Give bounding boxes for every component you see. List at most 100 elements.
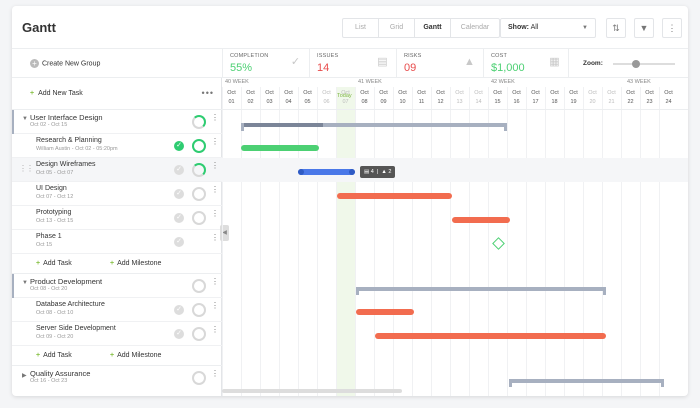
task-row-server[interactable]: Server Side Development Oct 09 - Oct 20 … (12, 322, 222, 346)
group-bar-qa[interactable] (509, 379, 664, 387)
day-number: 01 (228, 99, 235, 105)
resize-handle-right[interactable] (349, 169, 355, 175)
day-column-header: Oct 09 (374, 87, 393, 110)
progress-ring (192, 327, 206, 341)
group-bar-product-dev[interactable] (356, 287, 606, 295)
progress-ring (192, 187, 206, 201)
zoom-label: Zoom: (583, 60, 603, 67)
more-horizontal-icon[interactable]: ••• (201, 88, 214, 98)
day-month: Oct (398, 90, 407, 96)
row-menu-icon[interactable]: ⋮ (211, 209, 219, 218)
task-bar-server[interactable] (375, 333, 606, 339)
stat-risks: RISKS 09 ▲ (396, 49, 483, 77)
group-progress (241, 123, 323, 127)
task-row-database[interactable]: Database Architecture Oct 08 - Oct 10 ✓ … (12, 298, 222, 322)
page-title: Gantt (22, 20, 56, 35)
day-month: Oct (246, 90, 255, 96)
grid-line (583, 87, 584, 396)
row-menu-icon[interactable]: ⋮ (211, 137, 219, 146)
stat-completion: COMPLETION 55% ✓ (222, 49, 309, 77)
row-menu-icon[interactable]: ⋮ (211, 113, 219, 122)
task-row-prototyping[interactable]: Prototyping Oct 13 - Oct 15 ✓ ⋮ (12, 206, 222, 230)
bar-cap-left (356, 287, 359, 295)
view-gantt-button[interactable]: Gantt (415, 19, 451, 37)
row-menu-icon[interactable]: ⋮ (211, 369, 219, 378)
add-task-button[interactable]: + Add Task (36, 260, 72, 267)
view-list-button[interactable]: List (343, 19, 379, 37)
more-menu-button[interactable]: ⋮ (662, 18, 682, 38)
group-row-qa[interactable]: ▶ Quality Assurance Oct 16 - Oct 23 ⋮ (12, 366, 222, 390)
view-calendar-button[interactable]: Calendar (460, 24, 490, 31)
zoom-slider-track[interactable] (613, 63, 675, 65)
day-column-header: Oct 15 (488, 87, 507, 110)
milestone-row-phase-1[interactable]: Phase 1 Oct 15 ✓ ⋮ (12, 230, 222, 254)
add-new-task-button[interactable]: + Add New Task (30, 90, 83, 97)
sort-button[interactable]: ⇅ (606, 18, 626, 38)
task-bar-database[interactable] (356, 309, 414, 315)
add-task-button[interactable]: + Add Task (36, 352, 72, 359)
day-column-header: Oct 05 (298, 87, 317, 110)
row-menu-icon[interactable]: ⋮ (211, 325, 219, 334)
row-menu-icon[interactable]: ⋮ (211, 277, 219, 286)
day-number: 22 (627, 99, 634, 105)
create-group-button[interactable]: + Create New Group (30, 59, 100, 68)
zoom-slider-handle[interactable] (631, 60, 640, 68)
collapse-panel-button[interactable]: ◀ (220, 225, 229, 241)
group-row-ui-design[interactable]: ▼ User Interface Design Oct 02 - Oct 15 … (12, 110, 222, 134)
group-dates: Oct 08 - Oct 20 (30, 286, 68, 292)
day-number: 09 (380, 99, 387, 105)
gantt-app: Gantt List Grid Gantt Calendar Show: All… (12, 6, 688, 396)
add-milestone-button[interactable]: + Add Milestone (110, 352, 161, 359)
drag-handle-icon[interactable]: ⋮⋮ (19, 164, 34, 173)
day-header: Oct 01 Oct 02 Oct 03 Oct 04 Oct 05 Oct 06 Oct 07 Oct 08… (222, 87, 688, 110)
plus-icon: + (110, 260, 115, 267)
add-new-task-row: + Add New Task ••• (12, 78, 222, 110)
complete-check-icon[interactable]: ✓ (174, 305, 184, 315)
filter-button[interactable]: ▼ (634, 18, 654, 38)
resize-handle-left[interactable] (298, 169, 304, 175)
complete-check-icon[interactable]: ✓ (174, 165, 184, 175)
milestone-diamond[interactable] (492, 237, 505, 250)
row-menu-icon[interactable]: ⋮ (211, 233, 219, 242)
add-milestone-button[interactable]: + Add Milestone (110, 260, 161, 267)
grid-line (241, 87, 242, 396)
stat-value: 09 (404, 62, 417, 74)
chevron-down-icon[interactable]: ▼ (22, 280, 28, 286)
chevron-down-icon[interactable]: ▼ (22, 116, 28, 122)
day-column-header: Oct 11 (412, 87, 431, 110)
row-menu-icon[interactable]: ⋮ (211, 161, 219, 170)
row-menu-icon[interactable]: ⋮ (211, 185, 219, 194)
task-bar-research[interactable] (241, 145, 319, 151)
grid-line (260, 87, 261, 396)
view-switcher: List Grid Gantt Calendar (342, 18, 500, 38)
day-month: Oct (341, 90, 350, 96)
task-bar-ui-design[interactable] (337, 193, 452, 199)
timeline-row-highlight (222, 158, 688, 182)
group-dates: Oct 16 - Oct 23 (30, 378, 68, 384)
complete-check-icon[interactable]: ✓ (174, 213, 184, 223)
grid-line (412, 87, 413, 396)
week-header: 40 WEEK 41 WEEK 42 WEEK 43 WEEK (222, 78, 688, 87)
task-row-research[interactable]: Research & Planning William Austin - Oct… (12, 134, 222, 158)
add-row-group-1: + Add Task + Add Milestone (12, 254, 222, 274)
horizontal-scrollbar[interactable] (222, 389, 402, 393)
group-marker (12, 110, 14, 134)
chevron-right-icon[interactable]: ▶ (22, 373, 27, 379)
task-name: UI Design (36, 185, 67, 192)
task-bar-wireframes[interactable] (298, 169, 355, 175)
group-row-product-dev[interactable]: ▼ Product Development Oct 08 - Oct 20 ⋮ (12, 274, 222, 298)
task-bar-prototyping[interactable] (452, 217, 510, 223)
plus-circle-icon: + (30, 59, 39, 68)
complete-check-icon[interactable]: ✓ (174, 237, 184, 247)
task-row-wireframes[interactable]: ⋮⋮ Design Wireframes Oct 05 - Oct 07 ✓ ⋮ (12, 158, 222, 182)
complete-check-icon[interactable]: ✓ (174, 329, 184, 339)
complete-check-icon[interactable]: ✓ (174, 141, 184, 151)
row-menu-icon[interactable]: ⋮ (211, 301, 219, 310)
bar-cap-right (603, 287, 606, 295)
view-grid-button[interactable]: Grid (379, 19, 415, 37)
show-filter-select[interactable]: Show: All ▼ (500, 18, 596, 38)
day-number: 15 (494, 99, 501, 105)
complete-check-icon[interactable]: ✓ (174, 189, 184, 199)
group-bar-ui-design[interactable] (241, 123, 507, 131)
task-row-ui-design[interactable]: UI Design Oct 07 - Oct 12 ✓ ⋮ (12, 182, 222, 206)
